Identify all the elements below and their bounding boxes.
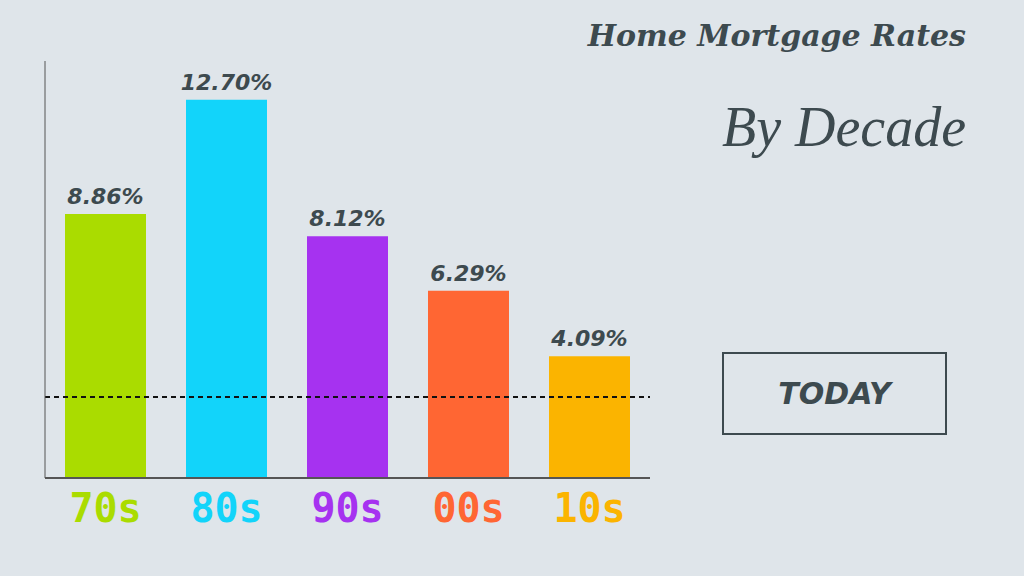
- svg-text:4.09%: 4.09%: [550, 326, 627, 351]
- svg-text:90s: 90s: [311, 485, 383, 531]
- svg-text:70s: 70s: [69, 485, 141, 531]
- svg-text:6.29%: 6.29%: [430, 261, 506, 286]
- html-text:By Decade: By Decade: [721, 96, 966, 158]
- svg-text:8.12%: 8.12%: [309, 206, 385, 231]
- svg-text:12.70%: 12.70%: [181, 70, 273, 95]
- html-text:TODAY: TODAY: [778, 376, 891, 411]
- svg-text:10s: 10s: [553, 485, 625, 531]
- svg-text:80s: 80s: [190, 485, 262, 531]
- svg-text:8.86%: 8.86%: [67, 184, 143, 209]
- svg-text:00s: 00s: [432, 485, 504, 531]
- html-text:Home Mortgage Rates: Home Mortgage Rates: [587, 18, 966, 53]
